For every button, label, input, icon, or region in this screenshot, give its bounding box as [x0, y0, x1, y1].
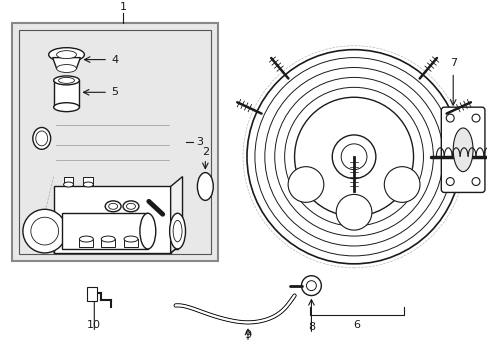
Bar: [63, 176, 73, 185]
Polygon shape: [53, 58, 80, 68]
Circle shape: [446, 177, 453, 185]
Text: 5: 5: [111, 87, 118, 97]
Ellipse shape: [63, 182, 73, 187]
Polygon shape: [54, 243, 182, 253]
Ellipse shape: [54, 76, 79, 85]
Circle shape: [471, 177, 479, 185]
Ellipse shape: [101, 236, 115, 242]
Text: 8: 8: [307, 322, 314, 332]
Circle shape: [341, 144, 366, 170]
Text: 2: 2: [202, 147, 208, 157]
Bar: [124, 239, 138, 247]
Circle shape: [336, 194, 371, 230]
Ellipse shape: [49, 48, 84, 62]
Bar: [79, 239, 93, 247]
Text: 6: 6: [353, 320, 360, 330]
Ellipse shape: [79, 236, 93, 242]
Polygon shape: [54, 186, 170, 253]
Ellipse shape: [59, 77, 74, 84]
Ellipse shape: [57, 51, 76, 59]
Bar: [19, 30, 211, 254]
Ellipse shape: [123, 201, 139, 212]
Circle shape: [446, 114, 453, 122]
Bar: [147, 213, 177, 249]
Circle shape: [31, 217, 59, 245]
Text: 7: 7: [449, 58, 456, 68]
Ellipse shape: [33, 127, 51, 149]
Ellipse shape: [124, 236, 138, 242]
FancyBboxPatch shape: [440, 107, 484, 193]
Bar: [61, 213, 147, 249]
Circle shape: [301, 276, 321, 296]
Text: 1: 1: [119, 2, 126, 12]
Bar: [83, 176, 93, 185]
Bar: [101, 239, 115, 247]
Ellipse shape: [126, 203, 135, 209]
Ellipse shape: [83, 182, 93, 187]
Text: 3: 3: [196, 137, 203, 147]
Circle shape: [384, 167, 419, 202]
Text: 10: 10: [87, 320, 101, 330]
Ellipse shape: [140, 213, 156, 249]
Text: 9: 9: [244, 330, 251, 340]
Ellipse shape: [173, 220, 182, 242]
Circle shape: [471, 114, 479, 122]
Ellipse shape: [105, 201, 121, 212]
Ellipse shape: [452, 128, 472, 172]
Ellipse shape: [108, 203, 117, 209]
Bar: [12, 23, 218, 261]
Ellipse shape: [169, 213, 185, 249]
Circle shape: [23, 209, 66, 253]
Circle shape: [287, 167, 323, 202]
Polygon shape: [170, 176, 182, 253]
Circle shape: [306, 281, 316, 291]
Circle shape: [331, 135, 375, 179]
Ellipse shape: [54, 103, 79, 112]
Ellipse shape: [36, 131, 48, 146]
Circle shape: [294, 97, 413, 216]
Bar: [87, 287, 97, 301]
Text: 4: 4: [111, 55, 118, 64]
Bar: [54, 80, 79, 107]
Ellipse shape: [197, 172, 213, 201]
Ellipse shape: [57, 64, 76, 72]
